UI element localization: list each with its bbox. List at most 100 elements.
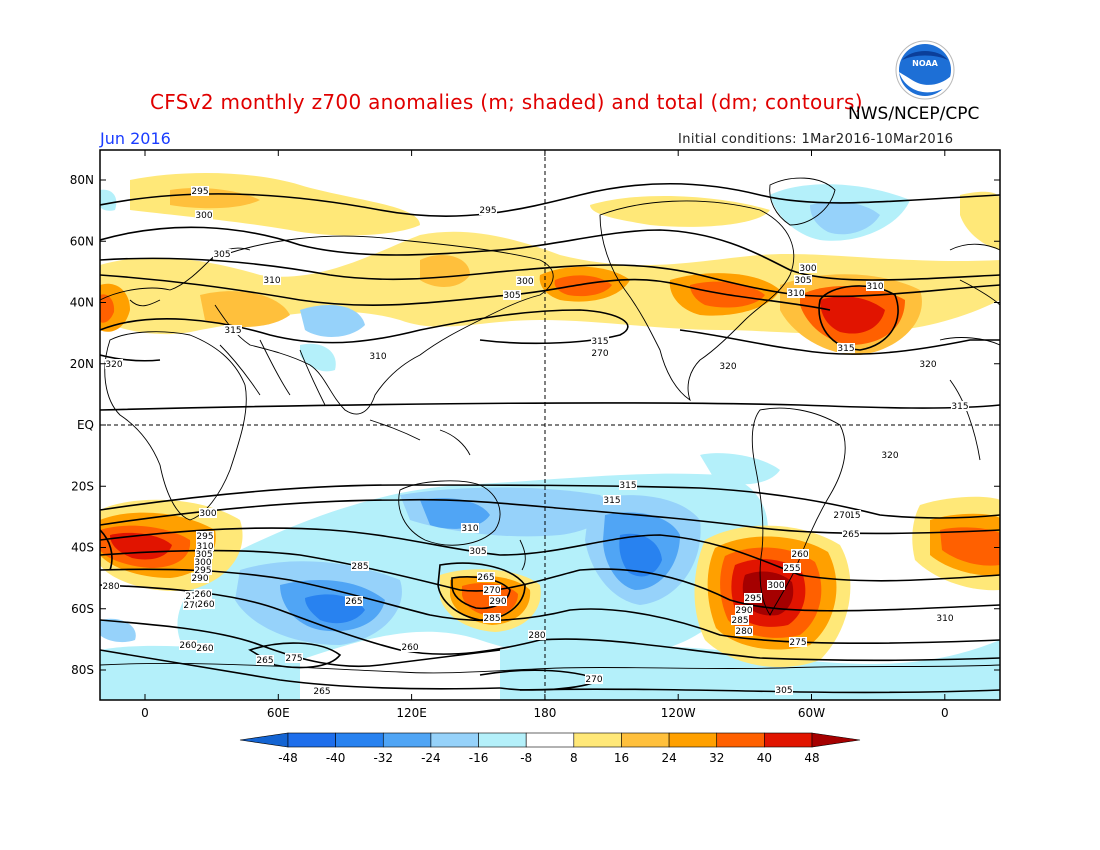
colorbar-segment <box>335 732 384 748</box>
contour-label: 295 <box>744 594 761 604</box>
colorbar-tick-label: -24 <box>421 751 441 765</box>
lat-tick-label: 80N <box>70 173 94 187</box>
contour-label-bg <box>585 674 603 684</box>
contour-label: 305 <box>794 276 811 286</box>
contour-label: 305 <box>775 686 792 696</box>
contour-label: 310 <box>936 614 953 624</box>
contour-label-bg <box>199 508 217 518</box>
contour-label-bg <box>833 510 851 520</box>
contour-label: 305 <box>213 250 230 260</box>
lon-tick-label: 120W <box>661 706 696 720</box>
contour-label: 265 <box>842 530 859 540</box>
contour-label: 285 <box>351 562 368 572</box>
colorbar-segment <box>573 732 622 748</box>
contour-label-bg <box>196 541 214 551</box>
lat-tick-label: EQ <box>77 418 94 432</box>
colorbar-tick-label: -16 <box>469 751 489 765</box>
contour-label-bg <box>194 557 212 567</box>
contour-label: 295 <box>194 566 211 576</box>
contour-label-bg <box>837 343 855 353</box>
contour-label: 265 <box>256 656 273 666</box>
contour-label-bg <box>775 685 793 695</box>
contour-label: 300 <box>195 211 212 221</box>
contour-label: 260 <box>791 550 808 560</box>
noaa-logo: NOAA <box>895 40 955 100</box>
contour-label-bg <box>224 325 242 335</box>
contour-label: 310 <box>263 276 280 286</box>
contour-label-bg <box>483 585 501 595</box>
lat-tick-label: 40S <box>71 541 94 555</box>
colorbar-segment <box>764 732 813 748</box>
contour-label-bg <box>194 589 212 599</box>
contour-label-bg <box>195 549 213 559</box>
colorbar-segment <box>382 732 432 748</box>
contour-label-bg <box>345 596 363 606</box>
contour-label: 260 <box>197 600 214 610</box>
longitude-axis: 0 60E 120E 180 120W 60W 0 <box>141 150 949 720</box>
contour-label-bg <box>731 615 749 625</box>
contour-label-bg <box>196 531 214 541</box>
contour-label-bg <box>919 359 937 369</box>
contour-label-bg <box>787 288 805 298</box>
contour-label: 295 <box>191 187 208 197</box>
lat-tick-label: 20N <box>70 357 94 371</box>
contour-label: 305 <box>503 291 520 301</box>
contour-label-bg <box>783 563 801 573</box>
contour-label: 290 <box>191 574 208 584</box>
contour-label-bg <box>461 523 479 533</box>
colorbar-tick-label: 8 <box>570 751 578 765</box>
contour-label-bg <box>105 359 123 369</box>
coastlines <box>100 177 1000 674</box>
contour-label: 315 <box>591 337 608 347</box>
contour-label-bg <box>799 263 817 273</box>
contour-label: 260 <box>196 644 213 654</box>
contour-label-bg <box>479 205 497 215</box>
contour-label: 310 <box>787 289 804 299</box>
contour-label: 305 <box>195 550 212 560</box>
contour-label: 295 <box>479 206 496 216</box>
contour-label-bg <box>503 290 521 300</box>
contour-label-bg <box>191 186 209 196</box>
contour-label: 300 <box>767 581 784 591</box>
colorbar-tick-label: 32 <box>709 751 724 765</box>
agency-label: NWS/NCEP/CPC <box>848 104 980 124</box>
contour-label: 315 <box>224 326 241 336</box>
contour-label: 260 <box>194 590 211 600</box>
lon-tick-label: 0 <box>941 706 949 720</box>
contour-label-bg <box>794 275 812 285</box>
contour-label: 310 <box>866 282 883 292</box>
colorbar-tick-label: 24 <box>661 751 676 765</box>
contour-label-bg <box>951 401 969 411</box>
contour-label-bg <box>528 630 546 640</box>
contour-label-bg <box>213 249 231 259</box>
contour-label-bg <box>603 495 621 505</box>
colorbar-segment <box>287 732 336 748</box>
map-title: CFSv2 monthly z700 anomalies (m; shaded)… <box>150 90 863 114</box>
contour-label-bg <box>516 276 534 286</box>
contour-label-bg <box>483 613 501 623</box>
contour-label: 300 <box>516 277 533 287</box>
contour-label-bg <box>735 626 753 636</box>
contour-label-bg <box>744 593 762 603</box>
contour-label: 260 <box>401 643 418 653</box>
lat-tick-label: 40N <box>70 296 94 310</box>
contour-label: 315 <box>843 511 860 521</box>
contour-label: 290 <box>735 606 752 616</box>
contour-label-bg <box>401 642 419 652</box>
initial-conditions-label: Initial conditions: 1Mar2016-10Mar2016 <box>678 132 954 147</box>
contour-label-bg <box>285 653 303 663</box>
contour-label-bg <box>256 655 274 665</box>
contour-label-bg <box>313 686 331 696</box>
colorbar-tick-label: -40 <box>326 751 346 765</box>
lon-tick-label: 0 <box>141 706 149 720</box>
contour-label: 270 <box>483 586 500 596</box>
contour-label: 255 <box>783 564 800 574</box>
contour-label-bg <box>591 348 609 358</box>
contour-label: 315 <box>951 402 968 412</box>
colorbar-tick-label: 48 <box>804 751 819 765</box>
contour-label: 320 <box>919 360 936 370</box>
contour-label: 320 <box>881 451 898 461</box>
contour-label-bg <box>102 581 120 591</box>
colorbar-tick-label: -48 <box>278 751 298 765</box>
